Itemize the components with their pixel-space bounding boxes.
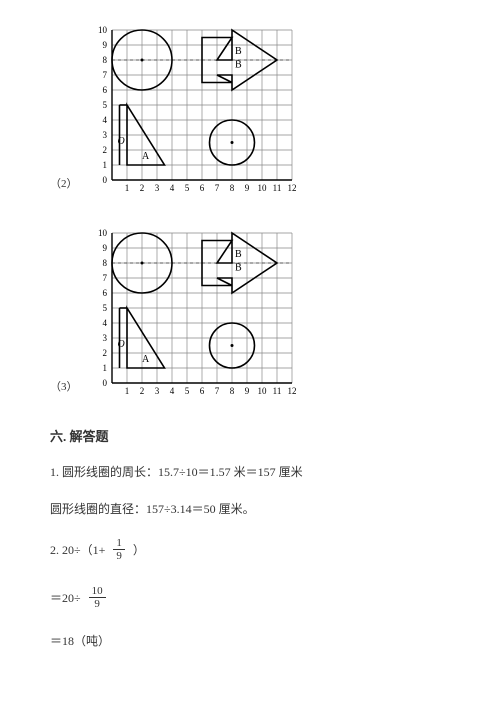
svg-text:3: 3 xyxy=(154,183,159,193)
svg-text:0: 0 xyxy=(102,378,107,388)
svg-text:2: 2 xyxy=(139,386,144,396)
svg-text:7: 7 xyxy=(102,70,107,80)
svg-text:9: 9 xyxy=(244,183,249,193)
q2-line-2: ＝20÷ 10 9 xyxy=(50,585,450,610)
svg-text:B: B xyxy=(235,60,242,71)
svg-text:5: 5 xyxy=(184,386,189,396)
svg-text:9: 9 xyxy=(102,243,107,253)
svg-text:8: 8 xyxy=(229,386,234,396)
svg-text:9: 9 xyxy=(102,40,107,50)
svg-text:O: O xyxy=(117,136,124,147)
svg-text:6: 6 xyxy=(102,85,107,95)
q2-rhs: ） xyxy=(133,541,145,558)
svg-text:B: B xyxy=(235,46,242,57)
svg-text:11: 11 xyxy=(272,386,281,396)
svg-text:B: B xyxy=(235,263,242,274)
svg-text:8: 8 xyxy=(102,258,107,268)
figure-2-svg: 109876543210123456789101112BBAO xyxy=(84,20,304,195)
frac1-den: 9 xyxy=(113,550,125,562)
svg-text:10: 10 xyxy=(257,183,267,193)
svg-text:8: 8 xyxy=(229,183,234,193)
svg-text:10: 10 xyxy=(98,25,108,35)
svg-text:12: 12 xyxy=(287,183,296,193)
svg-text:9: 9 xyxy=(244,386,249,396)
figure-2: （2） 109876543210123456789101112BBAO xyxy=(50,20,450,195)
svg-text:2: 2 xyxy=(139,183,144,193)
figure-3-svg: 109876543210123456789101112BBAO xyxy=(84,223,304,398)
svg-text:4: 4 xyxy=(102,318,107,328)
svg-text:B: B xyxy=(235,249,242,260)
svg-text:5: 5 xyxy=(102,100,107,110)
svg-text:6: 6 xyxy=(102,288,107,298)
svg-text:3: 3 xyxy=(102,333,107,343)
svg-text:8: 8 xyxy=(102,55,107,65)
svg-text:10: 10 xyxy=(98,228,108,238)
svg-text:4: 4 xyxy=(169,183,174,193)
frac2-num: 10 xyxy=(89,585,106,598)
frac1-num: 1 xyxy=(113,537,125,550)
q2-line-1: 2. 20÷（1+ 1 9 ） xyxy=(50,537,450,562)
figure-3-label: （3） xyxy=(50,378,78,394)
q2-line-3: ＝18（吨） xyxy=(50,632,450,649)
fraction-1-9: 1 9 xyxy=(113,537,125,562)
eq2a: ＝20÷ xyxy=(50,589,81,606)
svg-text:2: 2 xyxy=(102,145,107,155)
fraction-10-9: 10 9 xyxy=(89,585,106,610)
svg-text:3: 3 xyxy=(102,130,107,140)
svg-text:12: 12 xyxy=(287,386,296,396)
svg-text:7: 7 xyxy=(102,273,107,283)
q2-lhs: 2. 20÷（1+ xyxy=(50,541,105,558)
svg-text:5: 5 xyxy=(184,183,189,193)
svg-text:1: 1 xyxy=(102,160,107,170)
svg-text:O: O xyxy=(117,339,124,350)
svg-text:11: 11 xyxy=(272,183,281,193)
svg-text:6: 6 xyxy=(199,386,204,396)
svg-text:4: 4 xyxy=(169,386,174,396)
svg-text:4: 4 xyxy=(102,115,107,125)
svg-text:A: A xyxy=(142,151,150,162)
section-title: 六. 解答题 xyxy=(50,426,450,445)
svg-text:7: 7 xyxy=(214,183,219,193)
figure-2-label: （2） xyxy=(50,175,78,191)
eq3: ＝18（吨） xyxy=(50,632,110,649)
svg-text:1: 1 xyxy=(124,183,129,193)
svg-text:0: 0 xyxy=(102,175,107,185)
svg-text:A: A xyxy=(142,354,150,365)
q1-line-a: 1. 圆形线圈的周长：15.7÷10＝1.57 米＝157 厘米 xyxy=(50,463,450,482)
figure-3: （3） 109876543210123456789101112BBAO xyxy=(50,223,450,398)
svg-text:1: 1 xyxy=(124,386,129,396)
q1-line-b: 圆形线圈的直径：157÷3.14＝50 厘米。 xyxy=(50,500,450,519)
svg-text:1: 1 xyxy=(102,363,107,373)
frac2-den: 9 xyxy=(91,598,103,610)
svg-text:10: 10 xyxy=(257,386,267,396)
svg-text:7: 7 xyxy=(214,386,219,396)
svg-text:2: 2 xyxy=(102,348,107,358)
svg-text:6: 6 xyxy=(199,183,204,193)
svg-text:3: 3 xyxy=(154,386,159,396)
svg-text:5: 5 xyxy=(102,303,107,313)
